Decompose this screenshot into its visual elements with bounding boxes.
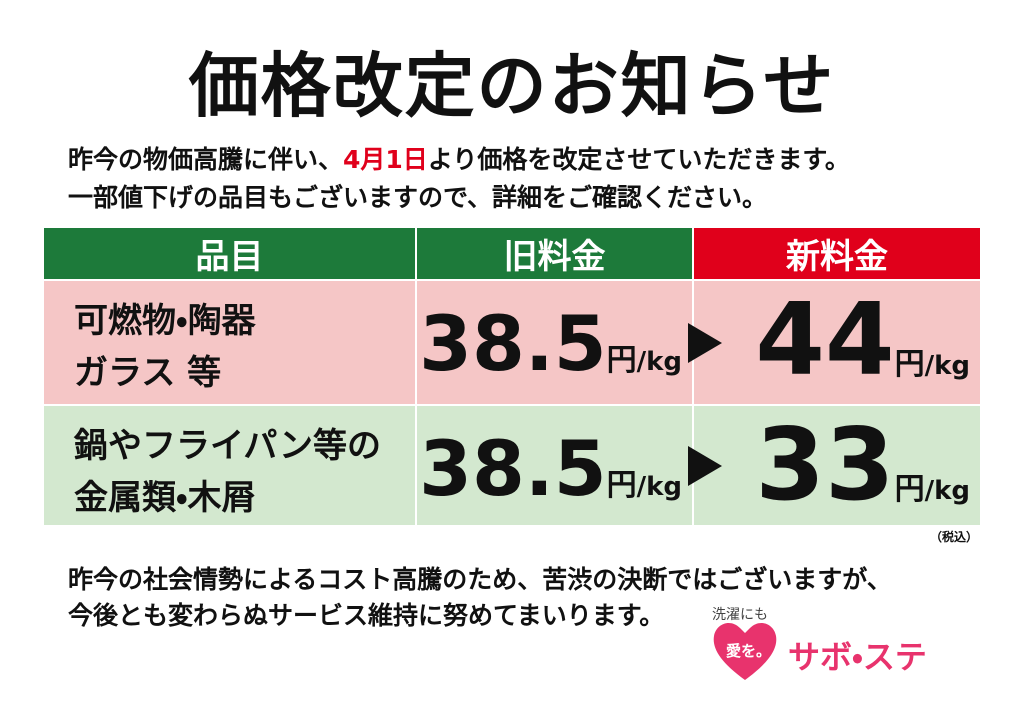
closing-line: 昨今の社会情勢によるコスト高騰のため、苦渋の決断ではございますが、 (68, 565, 892, 594)
tax-note: （税込） (930, 530, 979, 544)
unit-yen: 円 (606, 468, 637, 503)
logo-heart-text: 愛を。 (726, 642, 772, 660)
price-value: 44 (755, 281, 895, 398)
arrow (688, 445, 722, 486)
intro-date: 4月1日 (343, 145, 428, 174)
price-value: 33 (755, 406, 895, 523)
unit-kg: /kg (924, 351, 970, 381)
price-cell: 44 円/kg (692, 279, 982, 406)
item-cell: 可燃物・陶器 ガラス 等 (42, 279, 417, 406)
item-text: 鍋やフライパン等の (74, 426, 382, 466)
intro-text: より価格を改定させていただきます。 (427, 145, 850, 174)
unit-kg: /kg (924, 476, 970, 506)
intro-line: 昨今の物価高騰に伴い、4月1日より価格を改定させていただきます。 (68, 140, 850, 176)
price-cell: 38.5 円/kg (415, 279, 694, 406)
arrow (688, 322, 722, 363)
logo: 洗濯にも 愛を。 サボ・ステ (704, 604, 964, 684)
price-value: 38.5 (419, 299, 607, 388)
price-cell: 33 円/kg (692, 404, 982, 527)
item-text: 可燃物・陶器 (74, 301, 256, 341)
logo-heart (713, 622, 777, 680)
item-cell: 鍋やフライパン等の 金属類・木屑 (42, 404, 417, 527)
price-value: 38.5 (419, 424, 607, 513)
item-text: 金属類・木屑 (74, 478, 256, 518)
unit-yen: 円 (894, 472, 925, 507)
unit-yen: 円 (606, 343, 637, 378)
intro-text: 昨今の物価高騰に伴い、 (68, 145, 344, 174)
unit-kg: /kg (636, 472, 682, 502)
title: 価格改定のお知らせ (188, 45, 836, 127)
item-text: ガラス 等 (74, 353, 222, 393)
intro-line: 一部値下げの品目もございますので、詳細をご確認ください。 (68, 183, 768, 212)
logo-tagline: 洗濯にも (712, 607, 768, 623)
unit-kg: /kg (636, 347, 682, 377)
header-cell: 新料金 (692, 226, 982, 281)
logo-name: サボ・ステ (788, 638, 927, 676)
header-cell: 旧料金 (415, 226, 694, 281)
unit-yen: 円 (894, 347, 925, 382)
price-cell: 38.5 円/kg (415, 404, 694, 527)
header-cell: 品目 (42, 226, 417, 281)
closing-line: 今後とも変わらぬサービス維持に努めてまいります。 (68, 601, 665, 630)
